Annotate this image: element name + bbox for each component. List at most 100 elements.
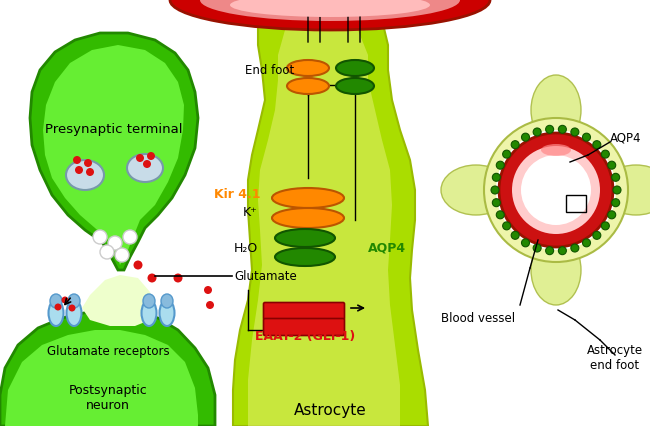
Text: H₂O: H₂O [234,242,258,254]
Circle shape [502,150,511,158]
Circle shape [512,146,600,234]
Ellipse shape [441,165,511,215]
Circle shape [492,173,500,181]
Ellipse shape [159,300,174,326]
Circle shape [511,231,519,239]
Circle shape [108,236,122,250]
Ellipse shape [336,78,374,94]
Text: AQP4: AQP4 [610,132,642,144]
Ellipse shape [531,235,581,305]
Polygon shape [248,18,400,426]
Circle shape [521,133,530,141]
Circle shape [533,244,541,252]
Ellipse shape [230,0,430,17]
Circle shape [608,161,616,169]
Ellipse shape [66,160,104,190]
Ellipse shape [200,0,460,21]
Circle shape [93,230,107,244]
Ellipse shape [531,75,581,145]
Circle shape [521,155,591,225]
Circle shape [492,199,500,207]
Ellipse shape [541,144,571,156]
Circle shape [511,141,519,149]
Circle shape [582,239,590,247]
Circle shape [68,305,75,311]
Circle shape [545,247,554,255]
Circle shape [123,230,137,244]
Circle shape [571,128,579,136]
Circle shape [491,186,499,194]
Circle shape [613,186,621,194]
Ellipse shape [336,60,374,76]
Text: AQP4: AQP4 [368,242,406,254]
Ellipse shape [66,300,81,326]
Polygon shape [233,2,428,426]
Ellipse shape [170,0,490,30]
Ellipse shape [275,229,335,247]
Ellipse shape [143,294,155,308]
Ellipse shape [161,294,173,308]
Circle shape [608,211,616,219]
Ellipse shape [50,294,62,308]
Circle shape [496,130,616,250]
Circle shape [204,286,212,294]
Ellipse shape [272,188,344,208]
Circle shape [62,296,68,303]
Ellipse shape [287,60,329,76]
Circle shape [558,125,566,133]
Circle shape [601,150,609,158]
Polygon shape [5,330,198,426]
Ellipse shape [142,300,157,326]
Circle shape [133,261,142,270]
Circle shape [612,199,619,207]
Circle shape [499,133,613,247]
Text: Kir 4.1: Kir 4.1 [213,188,260,201]
Ellipse shape [275,248,335,266]
Circle shape [582,133,590,141]
Text: Astrocyte: Astrocyte [294,403,367,417]
Circle shape [558,247,566,255]
Circle shape [147,152,155,160]
Circle shape [601,222,609,230]
Circle shape [136,154,144,162]
Text: Presynaptic terminal: Presynaptic terminal [46,124,183,136]
FancyBboxPatch shape [263,319,344,336]
Circle shape [533,128,541,136]
Polygon shape [30,33,198,270]
Circle shape [206,301,214,309]
Text: Blood vessel: Blood vessel [441,311,515,325]
Ellipse shape [601,165,650,215]
Text: EAAT-2 (GLT-1): EAAT-2 (GLT-1) [255,330,355,343]
Circle shape [593,231,601,239]
Text: End foot: End foot [246,63,294,77]
Ellipse shape [68,294,80,308]
Circle shape [73,156,81,164]
Text: Postsynaptic
neuron: Postsynaptic neuron [69,384,148,412]
Circle shape [593,141,601,149]
Ellipse shape [272,208,344,228]
Text: Astrocyte
end foot: Astrocyte end foot [587,344,643,372]
Circle shape [571,244,579,252]
Polygon shape [82,275,155,326]
Circle shape [115,248,129,262]
FancyBboxPatch shape [263,302,344,320]
Text: K⁺: K⁺ [243,207,258,219]
Circle shape [55,303,62,311]
Text: Glutamate receptors: Glutamate receptors [47,345,169,359]
Ellipse shape [287,78,329,94]
Circle shape [84,159,92,167]
Polygon shape [0,310,215,426]
Circle shape [484,118,628,262]
Bar [566,195,586,212]
Circle shape [461,95,650,285]
Polygon shape [43,45,184,265]
Circle shape [496,161,504,169]
Ellipse shape [127,154,163,182]
Circle shape [496,211,504,219]
Circle shape [612,173,619,181]
Circle shape [75,166,83,174]
Circle shape [100,245,114,259]
Circle shape [502,222,511,230]
Circle shape [521,239,530,247]
Circle shape [148,273,157,282]
